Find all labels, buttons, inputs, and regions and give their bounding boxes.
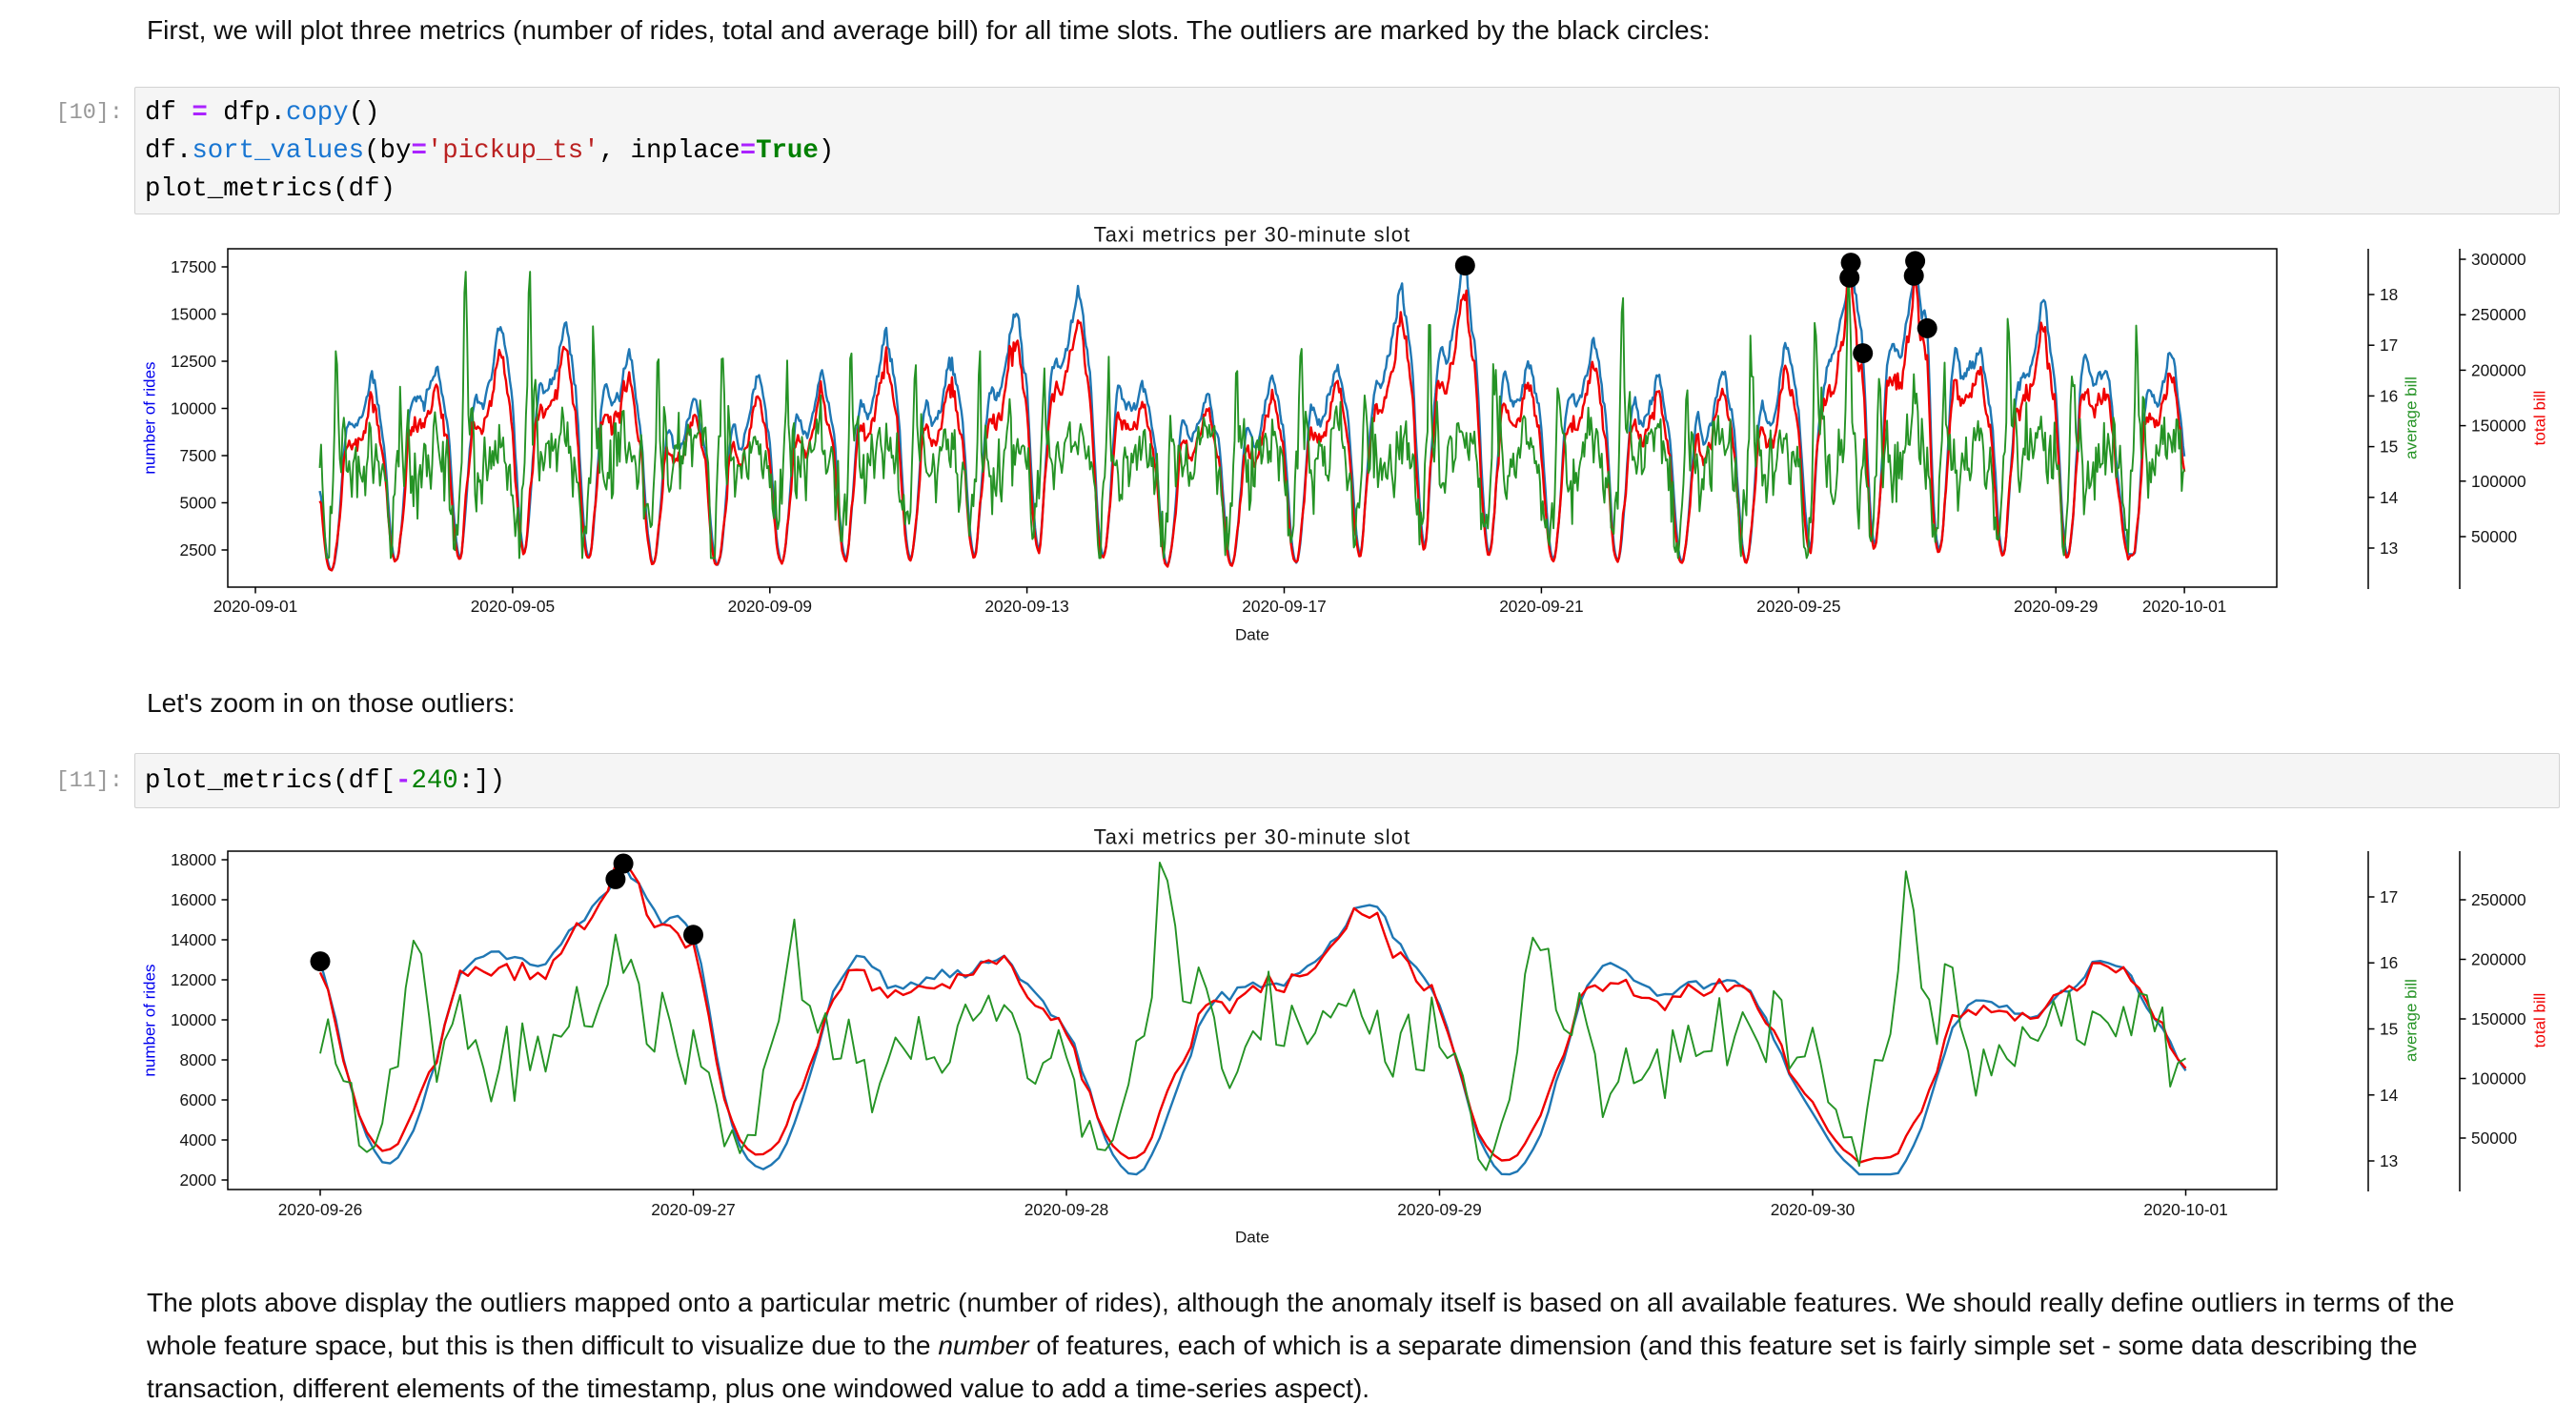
svg-text:15: 15 [2380,1020,2398,1039]
svg-text:7500: 7500 [180,446,216,465]
svg-text:5000: 5000 [180,494,216,513]
svg-text:200000: 200000 [2471,950,2526,969]
svg-text:50000: 50000 [2471,527,2517,546]
svg-text:Date: Date [1235,626,1269,644]
svg-text:2020-09-26: 2020-09-26 [278,1200,362,1219]
svg-text:2020-09-21: 2020-09-21 [1499,597,1583,616]
svg-text:16000: 16000 [171,890,216,909]
svg-text:200000: 200000 [2471,360,2526,379]
svg-text:2020-09-17: 2020-09-17 [1242,597,1326,616]
svg-text:10000: 10000 [171,399,216,418]
svg-text:15: 15 [2380,437,2398,457]
svg-text:12500: 12500 [171,352,216,371]
svg-text:17500: 17500 [171,257,216,276]
svg-text:4000: 4000 [180,1130,216,1149]
svg-text:8000: 8000 [180,1050,216,1069]
svg-text:15000: 15000 [171,305,216,324]
svg-text:total bill: total bill [2531,993,2549,1048]
svg-text:2020-09-09: 2020-09-09 [728,597,812,616]
svg-text:2020-09-29: 2020-09-29 [2014,597,2098,616]
svg-text:2020-09-29: 2020-09-29 [1397,1200,1481,1219]
svg-text:2020-09-30: 2020-09-30 [1771,1200,1855,1219]
svg-text:number of rides: number of rides [141,361,159,474]
svg-text:6000: 6000 [180,1090,216,1109]
svg-text:Taxi metrics per 30-minute slo: Taxi metrics per 30-minute slot [1094,223,1411,247]
svg-text:10000: 10000 [171,1010,216,1029]
svg-text:50000: 50000 [2471,1129,2517,1148]
svg-text:250000: 250000 [2471,305,2526,324]
svg-text:average bill: average bill [2403,979,2421,1062]
svg-text:2020-09-01: 2020-09-01 [213,597,297,616]
svg-text:number of rides: number of rides [141,964,159,1076]
svg-text:2020-09-05: 2020-09-05 [471,597,555,616]
svg-text:16: 16 [2380,953,2398,972]
svg-text:2020-09-13: 2020-09-13 [984,597,1068,616]
svg-text:18: 18 [2380,285,2398,304]
svg-text:2500: 2500 [180,540,216,559]
svg-text:150000: 150000 [2471,417,2526,436]
svg-text:average bill: average bill [2403,376,2421,459]
svg-text:Taxi metrics per 30-minute slo: Taxi metrics per 30-minute slot [1094,825,1411,849]
svg-text:total bill: total bill [2531,391,2549,446]
svg-text:2020-09-27: 2020-09-27 [651,1200,735,1219]
svg-text:16: 16 [2380,386,2398,405]
svg-text:13: 13 [2380,1151,2398,1170]
svg-text:150000: 150000 [2471,1009,2526,1028]
svg-text:100000: 100000 [2471,1069,2526,1088]
svg-text:300000: 300000 [2471,250,2526,269]
svg-text:250000: 250000 [2471,890,2526,909]
svg-text:14000: 14000 [171,930,216,949]
svg-text:100000: 100000 [2471,472,2526,491]
svg-text:2020-10-01: 2020-10-01 [2143,1200,2227,1219]
svg-text:14: 14 [2380,488,2399,507]
svg-text:13: 13 [2380,539,2398,558]
svg-text:Date: Date [1235,1229,1269,1247]
svg-text:17: 17 [2380,336,2398,355]
svg-text:12000: 12000 [171,970,216,989]
svg-text:2020-09-25: 2020-09-25 [1756,597,1840,616]
svg-text:17: 17 [2380,887,2398,906]
svg-text:18000: 18000 [171,850,216,869]
svg-text:2000: 2000 [180,1170,216,1190]
svg-text:2020-09-28: 2020-09-28 [1024,1200,1108,1219]
svg-text:2020-10-01: 2020-10-01 [2142,597,2226,616]
svg-text:14: 14 [2380,1086,2399,1105]
